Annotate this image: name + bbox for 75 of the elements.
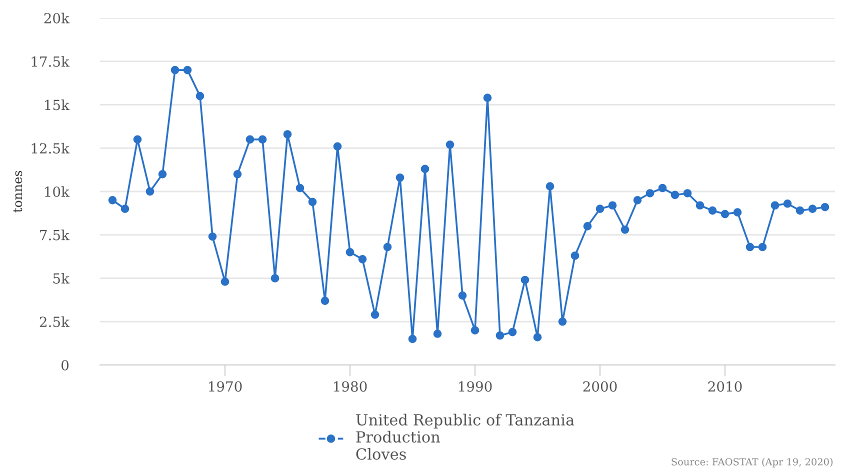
point bbox=[208, 232, 217, 241]
point bbox=[770, 201, 780, 210]
y-tick-label: 20k bbox=[44, 12, 70, 24]
point bbox=[108, 196, 117, 204]
point bbox=[296, 184, 304, 192]
y-tick-label: 12.5k bbox=[32, 142, 70, 154]
point bbox=[346, 248, 354, 256]
source-note: Source: FAOSTAT (Apr 19, 2020) bbox=[672, 458, 833, 468]
point bbox=[370, 310, 380, 319]
point bbox=[746, 242, 754, 252]
point bbox=[658, 184, 667, 192]
point bbox=[608, 201, 617, 210]
point bbox=[508, 328, 517, 336]
point bbox=[146, 187, 154, 196]
point bbox=[170, 66, 180, 74]
point bbox=[708, 206, 717, 215]
y-tick-label: 10k bbox=[45, 186, 70, 197]
point bbox=[408, 334, 417, 344]
point bbox=[683, 189, 692, 198]
point bbox=[583, 222, 592, 230]
point bbox=[570, 252, 580, 260]
point bbox=[308, 198, 317, 206]
x-tick-label: 2000 bbox=[583, 381, 617, 392]
point bbox=[433, 330, 442, 338]
point bbox=[820, 202, 830, 212]
point bbox=[396, 173, 404, 182]
point bbox=[270, 274, 280, 282]
point bbox=[720, 210, 730, 218]
y-axis-title: tonnes bbox=[13, 170, 22, 212]
point bbox=[246, 135, 254, 144]
point bbox=[596, 204, 604, 214]
point bbox=[220, 278, 230, 286]
point bbox=[283, 130, 292, 138]
x-tick-label: 1980 bbox=[334, 381, 367, 392]
point bbox=[796, 206, 804, 215]
point bbox=[458, 291, 467, 300]
point bbox=[620, 226, 630, 234]
point bbox=[333, 142, 342, 151]
y-tick-label: 0 bbox=[62, 360, 69, 370]
point bbox=[420, 164, 430, 174]
y-tick-label: 5k bbox=[53, 272, 70, 284]
point bbox=[783, 199, 792, 208]
point bbox=[758, 242, 767, 252]
point bbox=[533, 333, 542, 342]
x-tick-label: 1970 bbox=[209, 381, 242, 392]
point bbox=[120, 204, 130, 214]
point bbox=[496, 331, 504, 340]
point bbox=[358, 255, 367, 264]
point bbox=[646, 189, 654, 198]
x-tick-label: 2010 bbox=[708, 381, 742, 392]
point bbox=[233, 170, 242, 178]
point bbox=[546, 182, 554, 190]
point bbox=[470, 326, 480, 334]
y-tick-label: 2.5k bbox=[40, 316, 70, 328]
point bbox=[258, 135, 267, 144]
legend-label: United Republic of Tanzania Production Cloves bbox=[356, 414, 574, 460]
point bbox=[133, 135, 142, 144]
point bbox=[383, 242, 392, 252]
y-tick-label: 15k bbox=[45, 99, 70, 110]
point bbox=[446, 140, 454, 149]
point bbox=[670, 190, 680, 200]
y-tick-label: 7.5k bbox=[40, 230, 70, 240]
x-tick-label: 1990 bbox=[459, 381, 492, 392]
point bbox=[520, 276, 530, 284]
point bbox=[696, 201, 704, 210]
point bbox=[558, 317, 567, 326]
point bbox=[733, 208, 742, 216]
point bbox=[633, 196, 642, 204]
point bbox=[158, 170, 167, 178]
point bbox=[483, 94, 492, 102]
point bbox=[320, 296, 330, 305]
point bbox=[196, 92, 204, 100]
y-tick-label: 17.5k bbox=[32, 56, 70, 67]
point bbox=[808, 204, 817, 214]
point bbox=[183, 66, 192, 74]
